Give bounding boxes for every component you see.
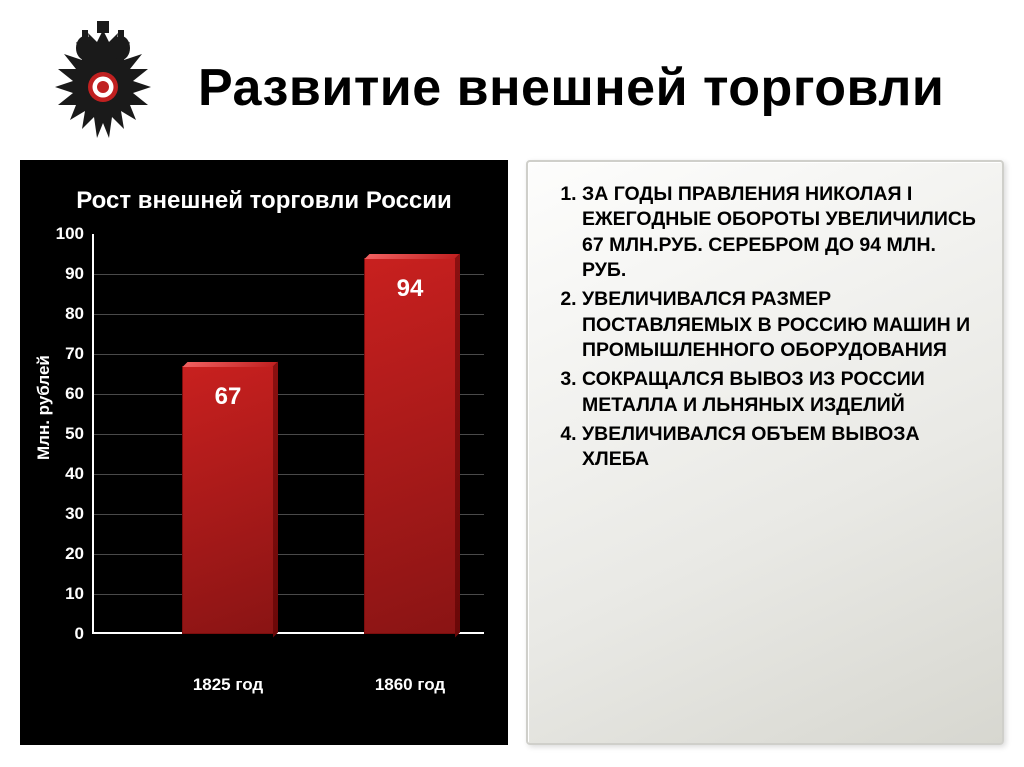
y-tick-label: 80: [50, 304, 84, 324]
chart-bar: 67: [182, 366, 274, 634]
y-axis-line: [92, 234, 94, 634]
bullet-item: СОКРАЩАЛСЯ ВЫВОЗ ИЗ РОССИИ МЕТАЛЛА И ЛЬН…: [582, 367, 982, 418]
imperial-eagle-icon: [28, 12, 178, 162]
chart-title: Рост внешней торговли России: [20, 160, 508, 228]
y-tick-label: 30: [50, 504, 84, 524]
chart-bar: 94: [364, 258, 456, 634]
bullet-item: УВЕЛИЧИВАЛСЯ РАЗМЕР ПОСТАВЛЯЕМЫХ В РОССИ…: [582, 287, 982, 363]
y-tick-label: 60: [50, 384, 84, 404]
x-tick-label: 1825 год: [193, 675, 263, 695]
bar-value-label: 94: [365, 275, 455, 303]
chart-panel: Рост внешней торговли России Млн. рублей…: [20, 160, 508, 745]
bullet-list: ЗА ГОДЫ ПРАВЛЕНИЯ НИКОЛАЯ I ЕЖЕГОДНЫЕ ОБ…: [556, 182, 982, 473]
bar-value-label: 67: [183, 383, 273, 411]
bullet-item: УВЕЛИЧИВАЛСЯ ОБЪЕМ ВЫВОЗА ХЛЕБА: [582, 422, 982, 473]
y-tick-label: 90: [50, 264, 84, 284]
chart-plot-area: 01020304050607080901006794: [92, 234, 484, 634]
x-axis-labels: 1825 год 1860 год: [92, 675, 484, 699]
content-row: Рост внешней торговли России Млн. рублей…: [0, 160, 1024, 745]
bullet-panel: ЗА ГОДЫ ПРАВЛЕНИЯ НИКОЛАЯ I ЕЖЕГОДНЫЕ ОБ…: [526, 160, 1004, 745]
y-tick-label: 10: [50, 584, 84, 604]
y-axis-label: Млн. рублей: [34, 355, 54, 460]
header: Развитие внешней торговли: [0, 0, 1024, 180]
y-tick-label: 40: [50, 464, 84, 484]
y-tick-label: 100: [50, 224, 84, 244]
y-tick-label: 0: [50, 624, 84, 644]
y-tick-label: 50: [50, 424, 84, 444]
page-title: Развитие внешней торговли: [198, 58, 944, 118]
y-tick-label: 20: [50, 544, 84, 564]
y-tick-label: 70: [50, 344, 84, 364]
x-tick-label: 1860 год: [375, 675, 445, 695]
bullet-item: ЗА ГОДЫ ПРАВЛЕНИЯ НИКОЛАЯ I ЕЖЕГОДНЫЕ ОБ…: [582, 182, 982, 283]
